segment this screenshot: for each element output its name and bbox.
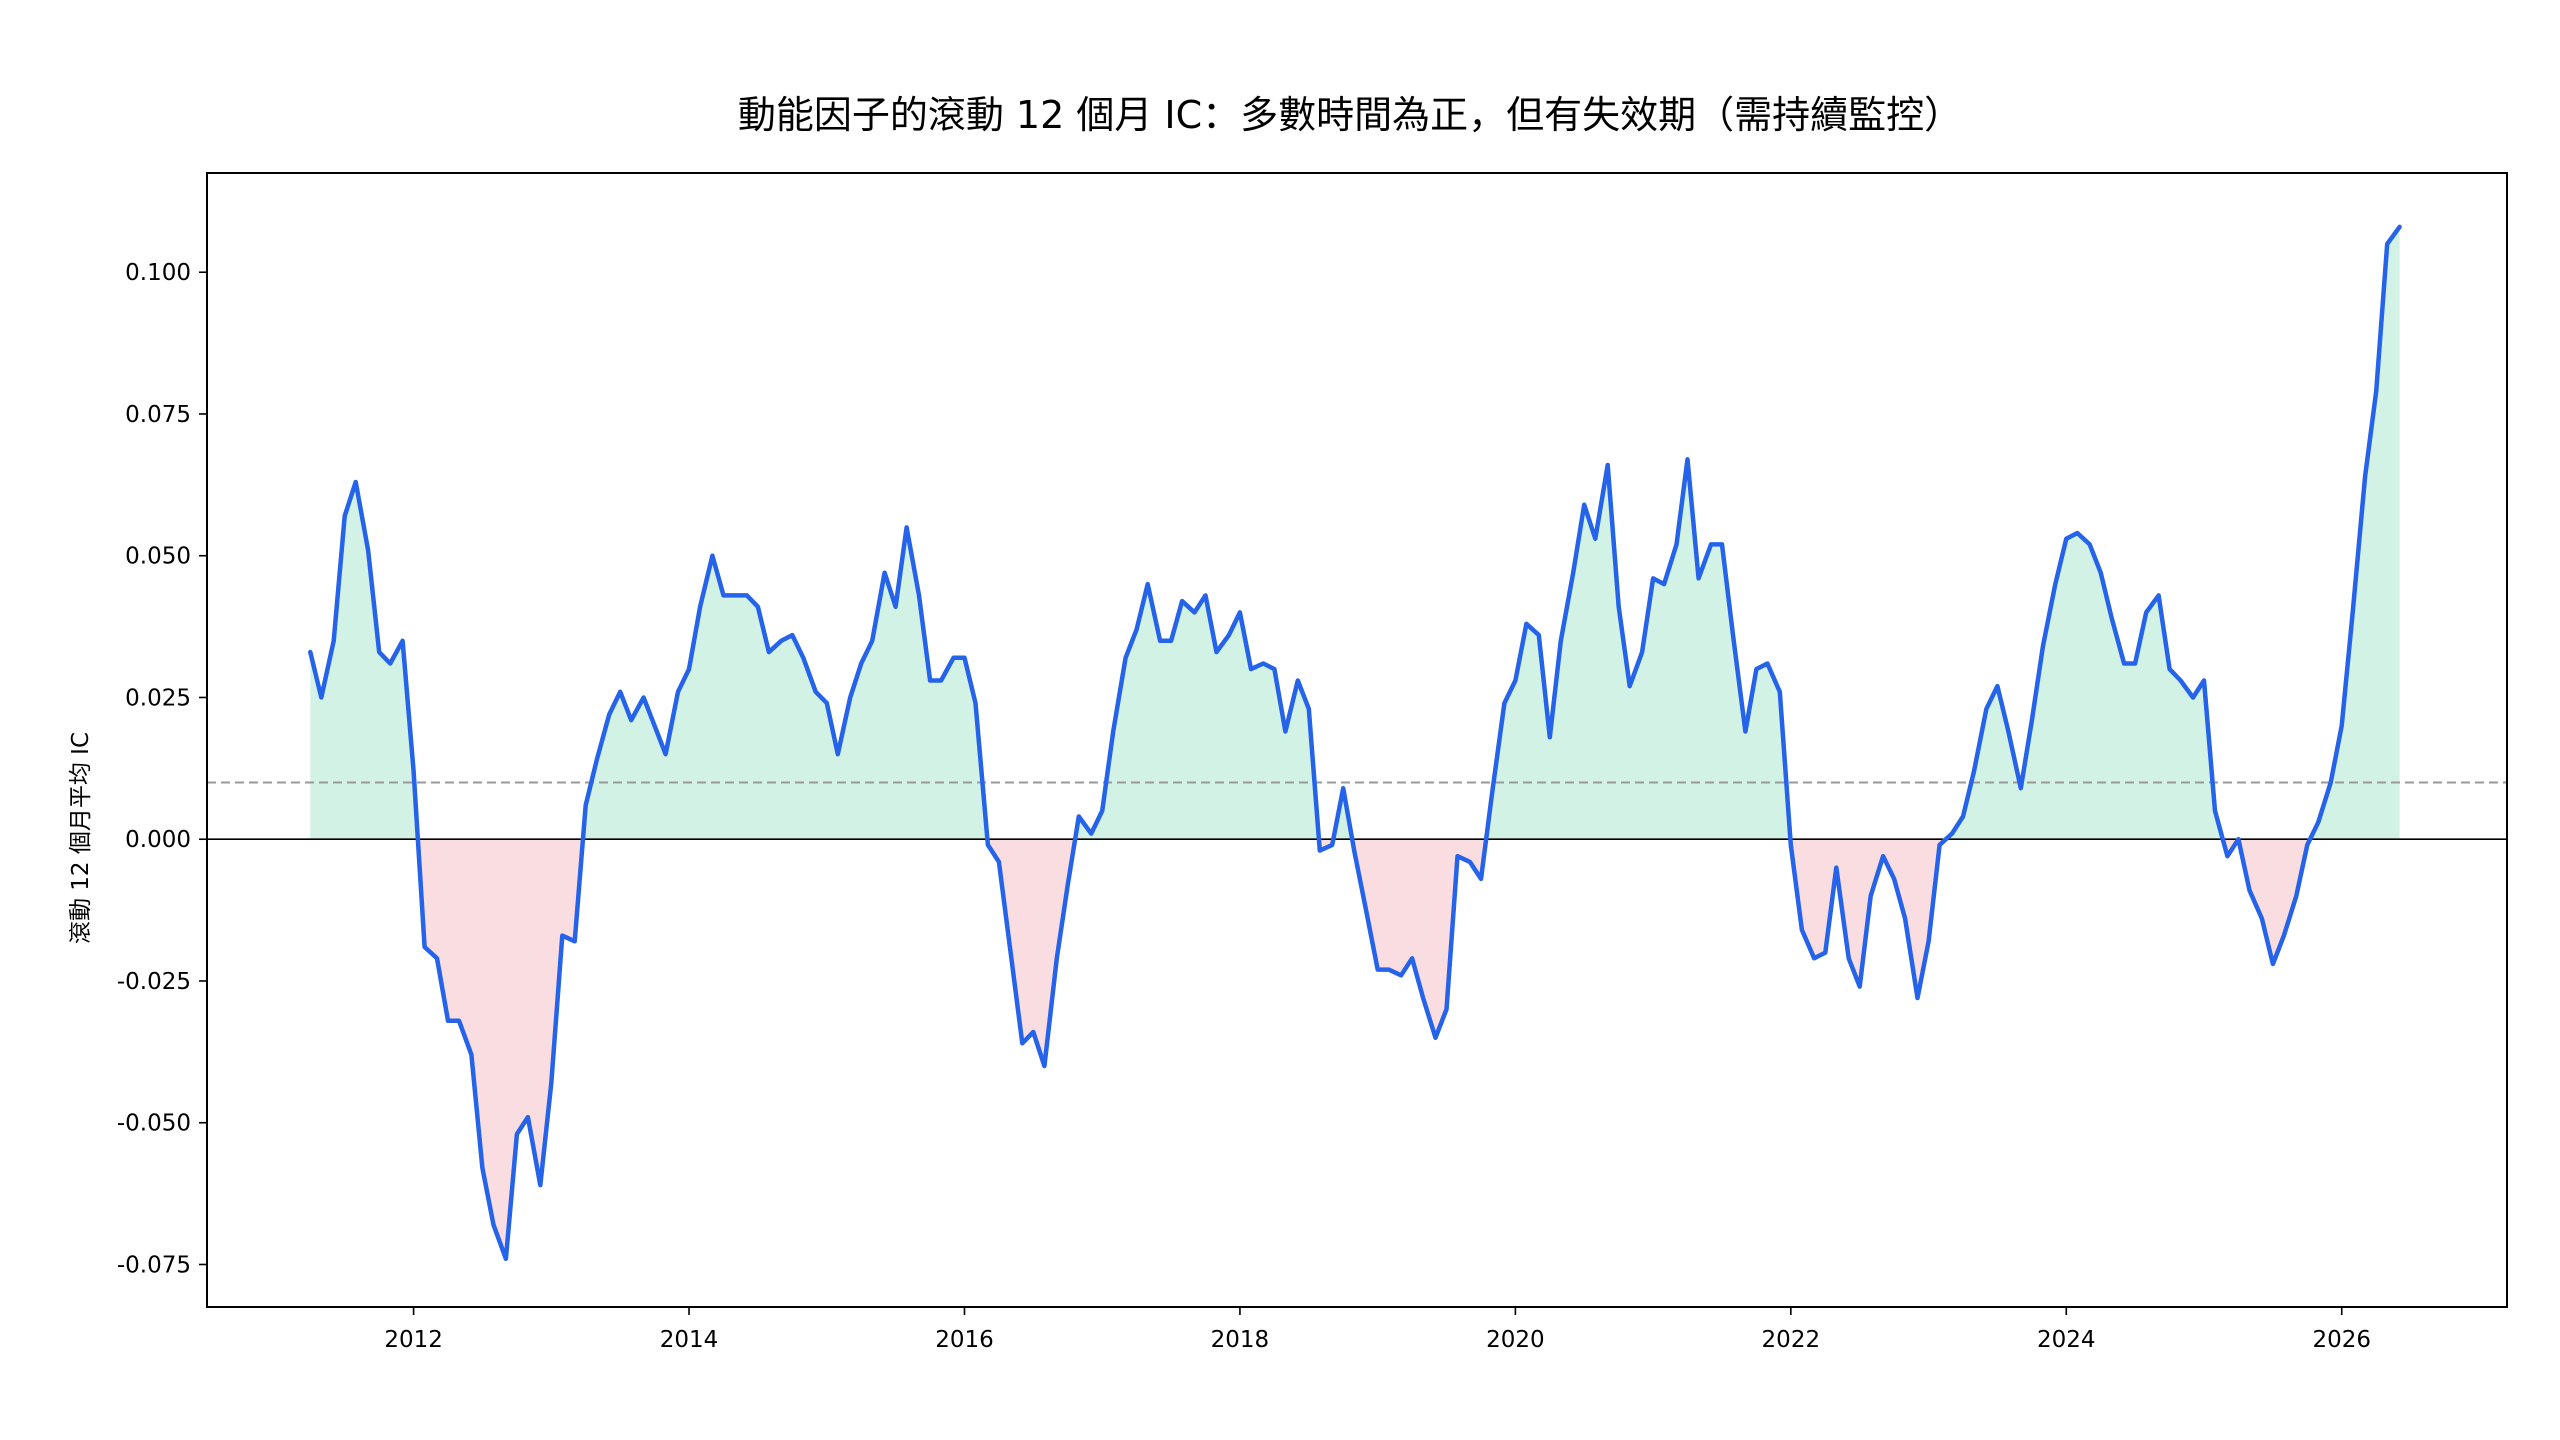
series-line-0 [308,224,2402,1262]
x-tick-label: 2016 [935,1327,994,1353]
x-axis-ticks: 2012 2014 2016 2018 2020 2022 2024 2026 [384,1307,2371,1353]
chart-title: 動能因子的滾動 12 個月 IC：多數時間為正，但有失效期（需持續監控） [738,93,1962,137]
y-axis-ticks: -0.075 -0.050 -0.025 0.000 0.025 0.050 0.075 0.… [117,260,207,1278]
positive-fill-0-14 [2310,226,2400,840]
positive-fill-0-8 [1486,459,1791,840]
x-tick-label: 2024 [2037,1327,2096,1353]
negative-fill-0-9 [1790,839,1946,998]
y-tick-label: 0.025 [125,685,191,711]
fill-areas [310,226,2400,1259]
positive-fill-0-2 [583,527,988,840]
series-lines [308,224,2402,1262]
plot-frame [206,172,2508,1308]
x-tick-label: 2018 [1211,1327,1270,1353]
y-tick-label: 0.000 [125,827,191,853]
positive-fill-0-4 [1075,584,1319,840]
negative-fill-0-7 [1352,839,1487,1038]
x-tick-label: 2022 [1762,1327,1821,1353]
y-tick-label: -0.050 [117,1111,191,1137]
y-tick-label: 0.050 [125,544,191,570]
y-tick-label: -0.075 [117,1252,191,1278]
x-tick-label: 2012 [384,1327,443,1353]
x-tick-label: 2020 [1486,1327,1545,1353]
y-tick-label: 0.075 [125,402,191,428]
x-tick-label: 2026 [2312,1327,2371,1353]
y-tick-label: 0.100 [125,260,191,286]
negative-fill-0-13 [2238,839,2311,964]
negative-fill-0-3 [987,839,1076,1066]
positive-fill-0-0 [310,482,418,840]
positive-fill-0-10 [1945,533,2223,840]
y-tick-label: -0.025 [117,969,191,995]
negative-fill-0-1 [417,839,583,1259]
x-tick-label: 2014 [660,1327,719,1353]
y-axis-label: 滾動 12 個月平均 IC [68,732,94,944]
